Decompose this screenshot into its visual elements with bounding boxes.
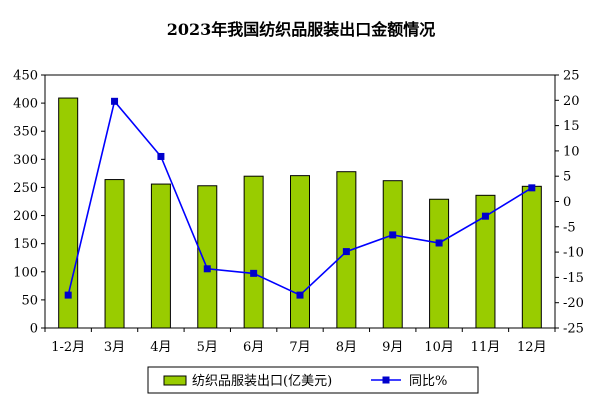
right-axis-label: 15 [563,119,580,134]
bar [150,183,171,329]
line-point [389,231,397,239]
line-point [111,97,119,105]
x-axis-label: 3月 [104,340,125,355]
left-axis-label: 50 [21,293,38,308]
bar-series [58,97,542,329]
right-axis-label: 5 [563,170,571,185]
x-axis-label: 9月 [382,340,403,355]
line-series [64,97,536,299]
legend-line-marker [382,376,390,384]
bar [58,97,79,329]
legend-bar-label: 纺织品服装出口(亿美元) [192,374,332,389]
x-axis-label: 4月 [150,340,171,355]
line-point [481,212,489,220]
bar [429,198,450,329]
line-point [203,265,211,273]
legend: 纺织品服装出口(亿美元) 同比% [147,366,479,394]
x-axis-label: 10月 [424,340,454,355]
legend-line-label: 同比% [409,374,447,389]
chart-axes: 050100150200250300350400450-25-20-15-10-… [13,69,584,356]
left-axis-label: 350 [13,125,38,140]
line-point [157,152,165,160]
x-axis-label: 12月 [517,340,547,355]
left-axis-label: 450 [13,69,38,84]
right-axis-label: 10 [563,144,580,159]
x-axis-label: 11月 [471,340,501,355]
x-axis-label: 5月 [197,340,218,355]
legend-bar-swatch [163,375,187,386]
right-axis-label: -25 [563,322,584,337]
line-point [435,239,443,247]
left-axis-label: 150 [13,237,38,252]
line-point [64,291,72,299]
bar [382,180,403,329]
left-axis-label: 400 [13,97,38,112]
line-point [296,291,304,299]
right-axis-label: -10 [563,246,584,261]
bar [290,175,310,329]
bar [104,179,125,329]
right-axis-label: -15 [563,271,584,286]
bar [197,185,218,329]
x-axis-label: 6月 [243,340,264,355]
legend-box [147,366,479,394]
right-axis-label: -20 [563,296,584,311]
bar [521,185,542,329]
left-axis-label: 0 [30,322,38,337]
line-point [528,184,536,192]
left-axis-label: 200 [13,209,38,224]
left-axis-label: 300 [13,153,38,168]
line-point [342,248,350,256]
bar [475,194,496,329]
chart-title: 2023年我国纺织品服装出口金额情况 [166,20,436,39]
left-axis-label: 250 [13,181,38,196]
right-axis-label: -5 [563,220,576,235]
line-point [250,269,258,277]
bar [243,175,264,329]
right-axis-label: 20 [563,94,580,109]
x-axis-label: 1-2月 [51,340,85,355]
left-axis-label: 100 [13,265,38,280]
x-axis-label: 8月 [336,340,357,355]
right-axis-label: 25 [563,69,580,84]
x-axis-label: 7月 [289,340,310,355]
right-axis-label: 0 [563,195,571,210]
